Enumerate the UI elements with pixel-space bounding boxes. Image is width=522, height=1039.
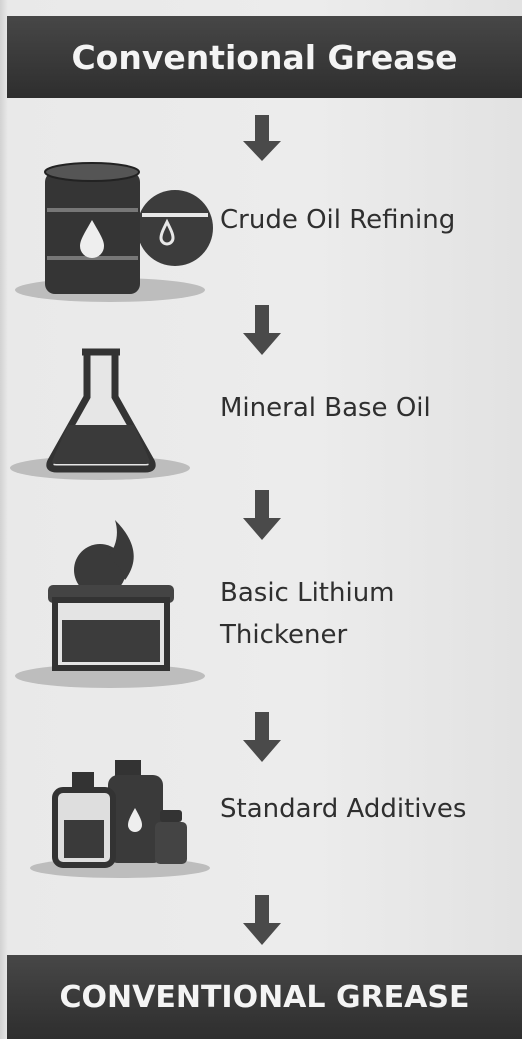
step-label: Standard Additives	[220, 788, 510, 830]
page: Conventional Grease Crude Oil Refining M…	[0, 0, 522, 1039]
header-title: Conventional Grease	[7, 16, 522, 98]
footer-title: CONVENTIONAL GREASE	[7, 955, 522, 1039]
flask-icon	[10, 352, 190, 480]
barrel-icon	[15, 163, 213, 302]
step-label: Crude Oil Refining	[220, 199, 510, 241]
bottles-icon	[30, 760, 210, 878]
step-label: Mineral Base Oil	[220, 387, 510, 429]
step-label: Basic Lithium Thickener	[220, 572, 450, 656]
icons	[0, 0, 522, 1039]
beaker-icon	[15, 520, 205, 688]
